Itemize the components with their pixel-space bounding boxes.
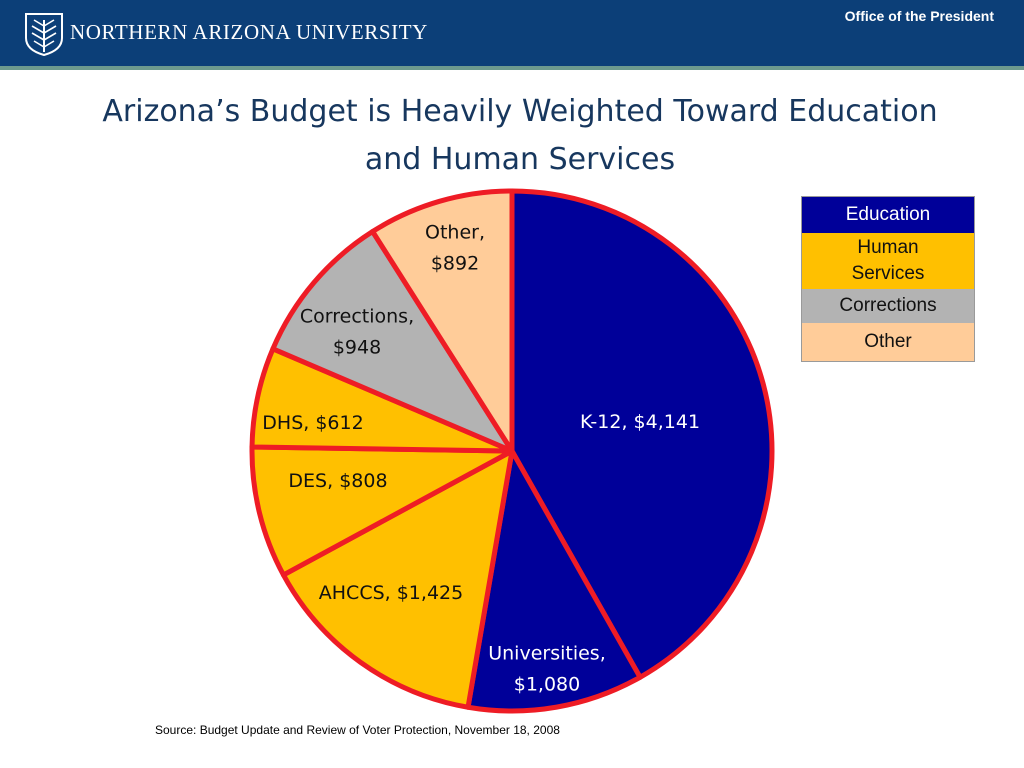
header-divider xyxy=(0,66,1024,70)
pie-slice-1 xyxy=(465,448,643,714)
legend-label-3: Other xyxy=(864,331,912,352)
pie-slice-5 xyxy=(270,229,515,454)
legend-label-2: Corrections xyxy=(839,295,937,316)
pie-slice-label-1: Universities, $1,080 xyxy=(488,643,606,696)
pie-slice-label-2: AHCCS, $1,425 xyxy=(319,582,463,604)
pie-slice-label-0: K-12, $4,141 xyxy=(580,411,700,433)
legend-label-0: Education xyxy=(845,204,931,225)
pie-slice-2 xyxy=(280,448,515,710)
pie-slice-3 xyxy=(249,444,515,578)
legend-label-1: Human Services xyxy=(851,237,925,284)
legend-item-2: Corrections xyxy=(802,289,974,323)
office-label: Office of the President xyxy=(844,8,994,24)
chart-legend: Education Human Services Corrections Other xyxy=(801,196,975,362)
pie-slice-label-4: DHS, $612 xyxy=(262,412,363,434)
legend-item-3: Other xyxy=(802,323,974,361)
title-line-1: Arizona’s Budget is Heavily Weighted Tow… xyxy=(102,94,938,129)
pie-slice-0 xyxy=(509,188,775,680)
nau-pine-logo-icon xyxy=(25,13,63,56)
legend-item-1: Human Services xyxy=(802,233,974,289)
pie-slice-label-6: Other, $892 xyxy=(425,222,485,275)
pie-slice-label-5: Corrections, $948 xyxy=(300,306,414,359)
source-note: Source: Budget Update and Review of Vote… xyxy=(155,723,560,737)
header-bar: NORTHERN ARIZONA UNIVERSITY Office of th… xyxy=(0,0,1024,66)
slide-title: Arizona’s Budget is Heavily Weighted Tow… xyxy=(40,88,1000,184)
pie-slice-6 xyxy=(370,188,515,454)
legend-item-0: Education xyxy=(802,197,974,233)
title-line-2: and Human Services xyxy=(364,142,676,177)
pie-slice-label-3: DES, $808 xyxy=(288,470,387,492)
university-name: NORTHERN ARIZONA UNIVERSITY xyxy=(70,20,428,44)
